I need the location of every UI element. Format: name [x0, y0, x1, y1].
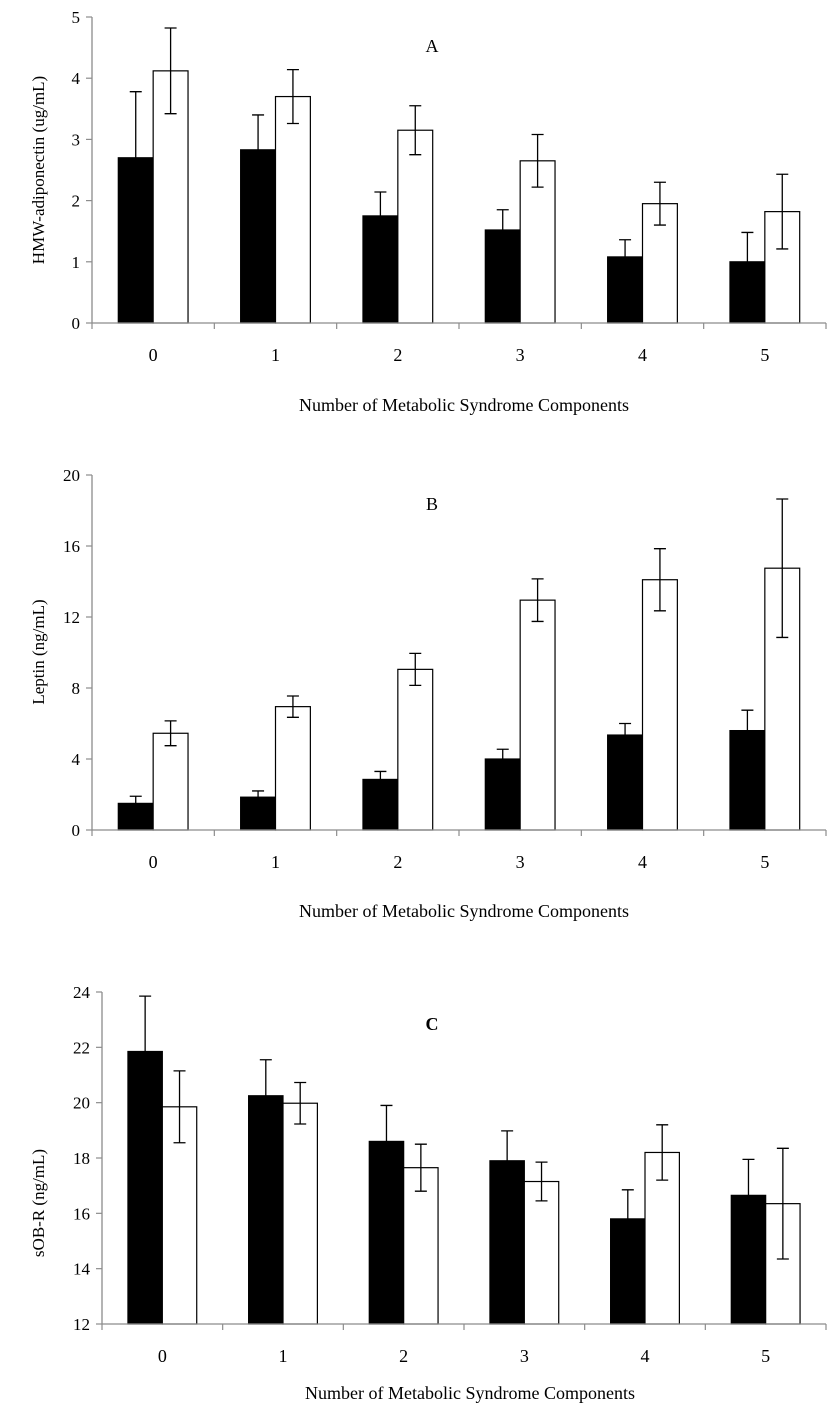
error-bar	[656, 1124, 669, 1181]
bar-open-2	[397, 129, 434, 324]
error-bar	[252, 790, 265, 805]
error-bar	[496, 209, 509, 251]
y-tick-label: 20	[63, 466, 80, 485]
x-tick-label: 0	[158, 1346, 167, 1366]
error-bar	[653, 548, 666, 612]
x-tick-label: 5	[760, 345, 769, 365]
panel-a: A HMW-adiponectin (ug/mL) Number of Meta…	[29, 8, 827, 415]
y-tick-label: 4	[72, 69, 81, 88]
bar-open-3	[523, 1180, 560, 1325]
error-bar	[414, 1143, 427, 1192]
y-tick-label: 0	[72, 821, 81, 840]
x-tick-label: 4	[638, 852, 647, 872]
y-tick-label: 18	[73, 1149, 90, 1168]
error-bar	[139, 995, 152, 1108]
x-tick-label: 0	[149, 345, 158, 365]
y-tick-label: 20	[73, 1094, 90, 1113]
y-tick-label: 24	[73, 983, 91, 1002]
error-bar	[619, 239, 632, 275]
y-tick-label: 5	[72, 8, 81, 27]
error-bar	[776, 173, 789, 250]
x-tick-label: 1	[271, 345, 280, 365]
x-axis-label: Number of Metabolic Syndrome Components	[299, 901, 629, 921]
x-tick-label: 2	[393, 852, 402, 872]
bar-open-1	[274, 706, 311, 831]
error-bar	[496, 748, 509, 770]
error-bar	[374, 191, 387, 241]
x-axis-label: Number of Metabolic Syndrome Components	[305, 1383, 635, 1403]
error-bar	[409, 652, 422, 686]
y-axis-label: Leptin (ng/mL)	[29, 599, 48, 704]
x-tick-label: 3	[516, 852, 525, 872]
bar-open-4	[644, 1151, 680, 1325]
error-bar	[742, 1158, 755, 1232]
error-bar	[741, 231, 754, 292]
y-tick-label: 4	[72, 750, 81, 769]
y-tick-label: 12	[63, 608, 80, 627]
y-tick-label: 1	[72, 253, 81, 272]
x-tick-label: 5	[761, 1346, 770, 1366]
y-tick-label: 0	[72, 314, 81, 333]
error-bar	[531, 578, 544, 623]
error-bar	[173, 1070, 186, 1144]
bar-open-4	[641, 579, 678, 831]
error-bar	[619, 722, 632, 748]
y-tick-label: 2	[72, 192, 81, 211]
y-tick-label: 3	[72, 130, 81, 149]
x-tick-label: 4	[638, 345, 647, 365]
error-bar	[653, 181, 666, 226]
bar-filled-3	[484, 758, 521, 831]
y-axis-label: HMW-adiponectin (ug/mL)	[29, 76, 48, 264]
error-bar	[621, 1189, 634, 1249]
error-bar	[259, 1059, 272, 1133]
error-bar	[164, 720, 177, 747]
error-bar	[164, 27, 177, 115]
panel-label: B	[426, 494, 438, 514]
error-bar	[286, 68, 299, 125]
x-tick-label: 2	[393, 345, 402, 365]
error-bar	[409, 105, 422, 156]
error-bar	[776, 498, 789, 639]
error-bar	[741, 709, 754, 752]
panel-c: C sOB-R (ng/mL) Number of Metabolic Synd…	[29, 983, 827, 1403]
panel-b: B Leptin (ng/mL) Number of Metabolic Syn…	[29, 466, 827, 921]
error-bar	[531, 133, 544, 188]
error-bar	[286, 695, 299, 718]
bar-open-1	[282, 1102, 318, 1325]
error-bar	[129, 795, 142, 812]
bar-filled-4	[607, 734, 644, 831]
x-tick-label: 5	[760, 852, 769, 872]
bar-open-1	[274, 95, 311, 324]
y-tick-label: 22	[73, 1038, 90, 1057]
y-tick-label: 16	[73, 1204, 90, 1223]
x-axis-label: Number of Metabolic Syndrome Components	[299, 395, 629, 415]
panel-label: C	[426, 1014, 439, 1034]
y-tick-label: 12	[73, 1315, 90, 1334]
error-bar	[776, 1147, 789, 1260]
bar-open-2	[397, 668, 434, 831]
y-tick-label: 14	[73, 1260, 91, 1279]
error-bar	[252, 114, 265, 186]
error-bar	[374, 770, 387, 789]
y-tick-label: 8	[72, 679, 81, 698]
error-bar	[129, 91, 142, 225]
x-tick-label: 1	[279, 1346, 288, 1366]
panel-label: A	[426, 36, 439, 56]
bar-open-3	[519, 160, 556, 324]
x-tick-label: 3	[516, 345, 525, 365]
y-axis-label: sOB-R (ng/mL)	[29, 1149, 48, 1257]
error-bar	[501, 1130, 514, 1192]
error-bar	[380, 1104, 393, 1179]
x-tick-label: 3	[520, 1346, 529, 1366]
bar-open-3	[519, 599, 556, 831]
x-tick-label: 0	[149, 852, 158, 872]
error-bar	[535, 1161, 548, 1202]
bar-open-0	[152, 732, 189, 831]
error-bar	[294, 1081, 307, 1125]
x-tick-label: 1	[271, 852, 280, 872]
x-tick-label: 4	[641, 1346, 650, 1366]
y-tick-label: 16	[63, 537, 80, 556]
x-tick-label: 2	[399, 1346, 408, 1366]
